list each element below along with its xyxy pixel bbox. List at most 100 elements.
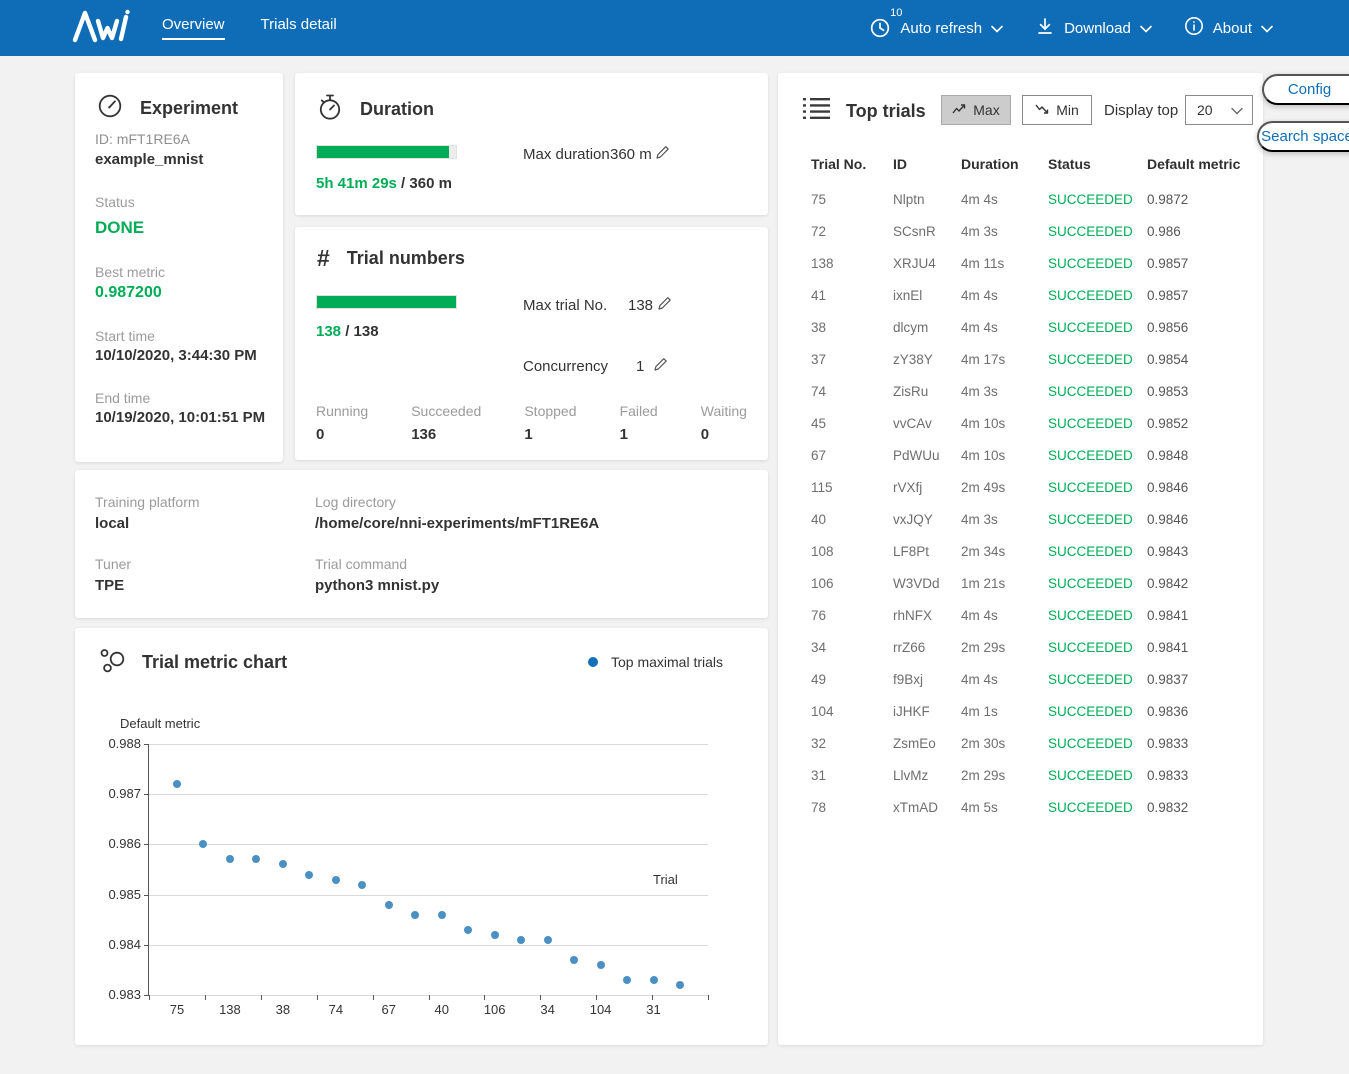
- table-row[interactable]: 72SCsnR4m 3sSUCCEEDED0.986: [811, 215, 1252, 247]
- table-row[interactable]: 32ZsmEo2m 30sSUCCEEDED0.9833: [811, 727, 1252, 759]
- x-tick-label: 40: [422, 1002, 462, 1017]
- scatter-point[interactable]: [358, 881, 366, 889]
- max-trial-label: Max trial No.: [523, 297, 607, 314]
- min-button[interactable]: Min: [1022, 95, 1092, 125]
- scatter-point[interactable]: [332, 876, 340, 884]
- table-row[interactable]: 45vvCAv4m 10sSUCCEEDED0.9852: [811, 407, 1252, 439]
- scatter-point[interactable]: [570, 956, 578, 964]
- scatter-point[interactable]: [305, 871, 313, 879]
- table-row[interactable]: 138XRJU44m 11sSUCCEEDED0.9857: [811, 247, 1252, 279]
- download-menu[interactable]: Download: [1035, 16, 1152, 40]
- trials-total: 138: [354, 323, 379, 340]
- table-row[interactable]: 74ZisRu4m 3sSUCCEEDED0.9853: [811, 375, 1252, 407]
- stat-waiting: Waiting0: [701, 403, 747, 443]
- scatter-point[interactable]: [623, 976, 631, 984]
- scatter-point[interactable]: [544, 936, 552, 944]
- scatter-point[interactable]: [464, 926, 472, 934]
- scatter-point[interactable]: [173, 780, 181, 788]
- navbar-right: 10 Auto refresh Download: [869, 16, 1273, 40]
- scatter-point[interactable]: [491, 931, 499, 939]
- y-tick-mark: [144, 744, 149, 745]
- table-row[interactable]: 31LlvMz2m 29sSUCCEEDED0.9833: [811, 759, 1252, 791]
- table-row[interactable]: 34rrZ662m 29sSUCCEEDED0.9841: [811, 631, 1252, 663]
- table-row[interactable]: 41ixnEl4m 4sSUCCEEDED0.9857: [811, 279, 1252, 311]
- table-row[interactable]: 104iJHKF4m 1sSUCCEEDED0.9836: [811, 695, 1252, 727]
- scatter-point[interactable]: [252, 855, 260, 863]
- scatter-point[interactable]: [199, 840, 207, 848]
- config-button[interactable]: Config: [1262, 74, 1349, 105]
- experiment-id: ID: mFT1RE6A: [95, 131, 271, 147]
- scatter-point[interactable]: [517, 936, 525, 944]
- scatter-point[interactable]: [676, 981, 684, 989]
- metric-chart-card: Trial metric chart Top maximal trials De…: [75, 628, 768, 1045]
- table-header-row: Trial No.IDDurationStatusDefault metric: [811, 145, 1252, 183]
- scatter-point[interactable]: [650, 976, 658, 984]
- chevron-down-icon: [991, 20, 1003, 37]
- about-menu[interactable]: About: [1184, 16, 1273, 40]
- table-row[interactable]: 75Nlptn4m 4sSUCCEEDED0.9872: [811, 183, 1252, 215]
- column-header: Status: [1048, 145, 1147, 183]
- gridline: [149, 945, 708, 946]
- x-tick-label: 38: [263, 1002, 303, 1017]
- duration-progress-text: 5h 41m 29s / 360 m: [316, 175, 452, 192]
- trial-numbers-card-header: # Trial numbers: [317, 247, 465, 270]
- download-icon: [1035, 16, 1055, 40]
- trial-command-value: python3 mnist.py: [315, 577, 439, 594]
- chart-y-axis-title: Default metric: [120, 716, 200, 731]
- y-tick-label: 0.986: [93, 836, 141, 851]
- edit-max-duration-pencil-icon[interactable]: [655, 144, 671, 160]
- edit-concurrency-pencil-icon[interactable]: [653, 356, 669, 372]
- table-row[interactable]: 78xTmAD4m 5sSUCCEEDED0.9832: [811, 791, 1252, 823]
- min-button-label: Min: [1056, 102, 1079, 118]
- x-tick-mark: [373, 995, 374, 1000]
- edit-max-trial-pencil-icon[interactable]: [657, 295, 673, 311]
- duration-progress-fill: [317, 146, 449, 158]
- auto-refresh-menu[interactable]: 10 Auto refresh: [869, 17, 1003, 39]
- chart-x-axis-title: Trial: [653, 872, 678, 887]
- trials-separator: /: [341, 323, 354, 340]
- gridline: [149, 794, 708, 795]
- molecule-icon: [99, 646, 127, 679]
- table-row[interactable]: 49f9Bxj4m 4sSUCCEEDED0.9837: [811, 663, 1252, 695]
- scatter-point[interactable]: [226, 855, 234, 863]
- trial-command-field: Trial command python3 mnist.py: [315, 556, 439, 594]
- experiment-card-header: Experiment: [97, 93, 238, 124]
- nav-link-overview[interactable]: Overview: [162, 16, 225, 40]
- chart-legend[interactable]: Top maximal trials: [588, 654, 723, 670]
- table-row[interactable]: 115rVXfj2m 49sSUCCEEDED0.9846: [811, 471, 1252, 503]
- start-time-value: 10/10/2020, 3:44:30 PM: [95, 347, 271, 364]
- duration-card-header: Duration: [317, 93, 434, 126]
- scatter-point[interactable]: [279, 860, 287, 868]
- x-tick-mark: [652, 995, 653, 1000]
- column-header: Trial No.: [811, 145, 893, 183]
- nav-link-trials-detail[interactable]: Trials detail: [261, 16, 337, 40]
- max-button[interactable]: Max: [941, 95, 1011, 125]
- scatter-point[interactable]: [597, 961, 605, 969]
- x-tick-label: 106: [475, 1002, 515, 1017]
- max-duration-label: Max duration: [523, 146, 610, 163]
- y-tick-mark: [144, 895, 149, 896]
- search-space-button[interactable]: Search space: [1257, 121, 1349, 152]
- scatter-point[interactable]: [385, 901, 393, 909]
- stopwatch-icon: [317, 93, 343, 126]
- gridline: [149, 895, 708, 896]
- metric-chart-card-header: Trial metric chart: [99, 646, 287, 679]
- table-row[interactable]: 106W3VDd1m 21sSUCCEEDED0.9842: [811, 567, 1252, 599]
- x-tick-label: 74: [316, 1002, 356, 1017]
- table-row[interactable]: 108LF8Pt2m 34sSUCCEEDED0.9843: [811, 535, 1252, 567]
- table-row[interactable]: 37zY38Y4m 17sSUCCEEDED0.9854: [811, 343, 1252, 375]
- duration-total: 360 m: [409, 175, 452, 192]
- table-row[interactable]: 40vxJQY4m 3sSUCCEEDED0.9846: [811, 503, 1252, 535]
- x-tick-mark: [429, 995, 430, 1000]
- auto-refresh-label: Auto refresh: [900, 20, 982, 37]
- y-tick-mark: [144, 945, 149, 946]
- display-top-select[interactable]: 20: [1185, 95, 1253, 125]
- table-row[interactable]: 76rhNFX4m 4sSUCCEEDED0.9841: [811, 599, 1252, 631]
- scatter-point[interactable]: [411, 911, 419, 919]
- y-tick-mark: [144, 844, 149, 845]
- top-trials-tbody: 75Nlptn4m 4sSUCCEEDED0.987272SCsnR4m 3sS…: [811, 183, 1252, 823]
- trials-current: 138: [316, 323, 341, 340]
- table-row[interactable]: 38dlcym4m 4sSUCCEEDED0.9856: [811, 311, 1252, 343]
- table-row[interactable]: 67PdWUu4m 10sSUCCEEDED0.9848: [811, 439, 1252, 471]
- scatter-point[interactable]: [438, 911, 446, 919]
